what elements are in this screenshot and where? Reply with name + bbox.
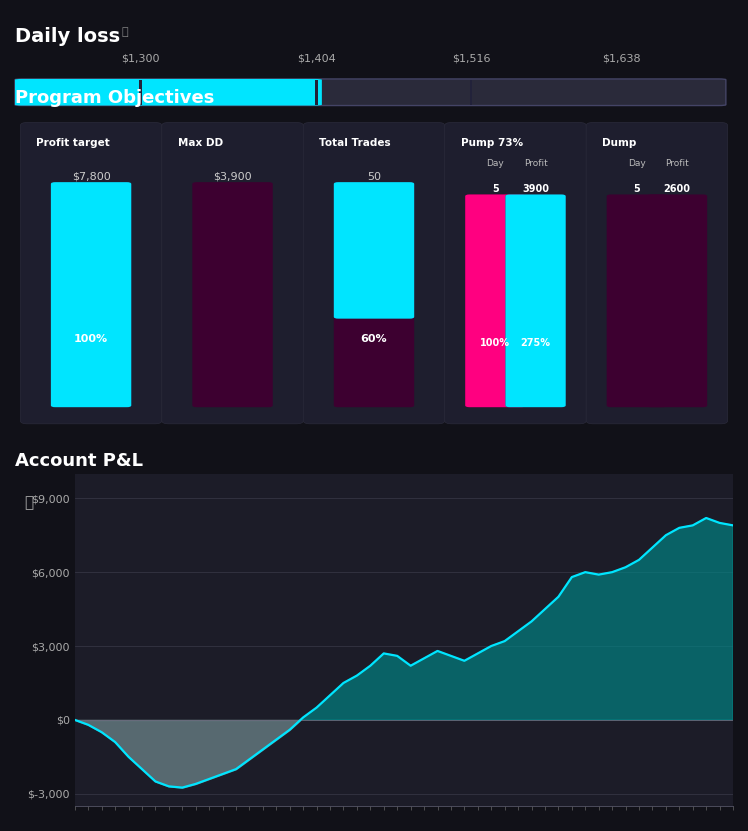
Text: ⓘ: ⓘ [121,27,128,37]
Text: 50: 50 [367,172,381,182]
Text: Max DD: Max DD [177,138,223,148]
FancyBboxPatch shape [607,194,667,407]
Text: Total Trades: Total Trades [319,138,390,148]
FancyBboxPatch shape [15,79,322,106]
FancyBboxPatch shape [334,182,414,407]
Text: Profit: Profit [665,160,689,169]
FancyBboxPatch shape [20,122,162,424]
FancyBboxPatch shape [162,122,303,424]
Bar [139,80,142,105]
FancyBboxPatch shape [506,194,565,407]
FancyBboxPatch shape [506,194,565,407]
Text: Pump 73%: Pump 73% [461,138,523,148]
Text: 3900: 3900 [522,184,549,194]
Text: Daily loss: Daily loss [15,27,120,46]
Bar [315,80,318,105]
FancyBboxPatch shape [465,194,526,407]
Text: 5: 5 [492,184,499,194]
Text: ⧆: ⧆ [25,495,34,510]
Text: Program Objectives: Program Objectives [15,89,215,107]
Text: $7,800: $7,800 [72,172,111,182]
FancyBboxPatch shape [586,122,728,424]
Text: 100%: 100% [74,334,108,344]
Text: 5: 5 [634,184,640,194]
Text: 100%: 100% [480,337,510,347]
Text: 2600: 2600 [663,184,690,194]
FancyBboxPatch shape [465,194,526,407]
Text: $1,404: $1,404 [297,53,336,63]
FancyBboxPatch shape [51,182,132,407]
Text: $1,516: $1,516 [452,53,490,63]
Bar [470,80,473,105]
Text: Profit: Profit [524,160,548,169]
FancyBboxPatch shape [445,122,586,424]
Text: Account P&L: Account P&L [15,452,143,470]
FancyBboxPatch shape [51,182,132,407]
Text: $3,900: $3,900 [213,172,252,182]
Text: $1,638: $1,638 [602,53,641,63]
FancyBboxPatch shape [647,194,707,407]
FancyBboxPatch shape [303,122,445,424]
Text: 60%: 60% [361,334,387,344]
Text: Day: Day [628,160,646,169]
Text: $1,300: $1,300 [121,53,160,63]
FancyBboxPatch shape [192,182,273,407]
Text: Profit target: Profit target [36,138,110,148]
FancyBboxPatch shape [15,79,726,106]
Text: Dump: Dump [602,138,637,148]
FancyBboxPatch shape [334,182,414,318]
Text: 275%: 275% [521,337,551,347]
Text: Day: Day [486,160,504,169]
